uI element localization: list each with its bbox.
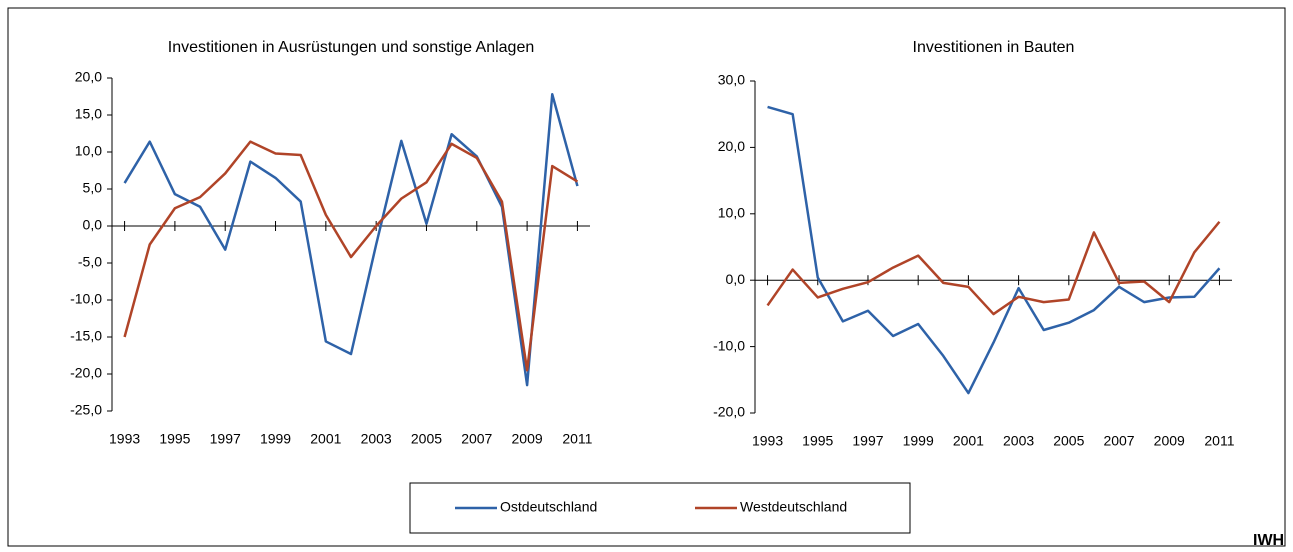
y-tick-label: 20,0 xyxy=(718,138,745,154)
y-tick-label: -25,0 xyxy=(70,402,102,418)
x-tick-label: 1995 xyxy=(159,431,190,447)
x-tick-label: 1997 xyxy=(852,433,883,449)
x-tick-label: 1993 xyxy=(752,433,783,449)
frame xyxy=(7,7,1286,547)
y-tick-label: 15,0 xyxy=(75,106,102,122)
legend-label: Westdeutschland xyxy=(740,499,847,515)
x-tick-label: 1999 xyxy=(903,433,934,449)
y-tick-label: 0,0 xyxy=(83,217,103,233)
x-tick-label: 2009 xyxy=(1154,433,1185,449)
y-tick-label: 20,0 xyxy=(75,69,102,85)
y-tick-label: -20,0 xyxy=(713,404,745,420)
x-tick-label: 2001 xyxy=(310,431,341,447)
x-tick-label: 2009 xyxy=(512,431,543,447)
y-tick-label: 0,0 xyxy=(726,271,746,287)
x-tick-label: 2005 xyxy=(411,431,442,447)
y-tick-label: -10,0 xyxy=(713,337,745,353)
series-line xyxy=(767,105,1221,395)
y-tick-label: -20,0 xyxy=(70,365,102,381)
x-tick-label: 2005 xyxy=(1053,433,1084,449)
x-tick-label: 2007 xyxy=(461,431,492,447)
series-line xyxy=(123,140,579,372)
y-tick-label: -10,0 xyxy=(70,291,102,307)
x-tick-label: 2001 xyxy=(953,433,984,449)
footer: IWH xyxy=(1253,532,1284,549)
y-tick-label: 5,0 xyxy=(83,180,103,196)
x-tick-label: 2007 xyxy=(1103,433,1134,449)
y-tick-label: -5,0 xyxy=(78,254,102,270)
x-tick-label: 1997 xyxy=(210,431,241,447)
x-tick-label: 2003 xyxy=(1003,433,1034,449)
legend-label: Ostdeutschland xyxy=(500,499,597,515)
x-tick-label: 1999 xyxy=(260,431,291,447)
x-tick-label: 2011 xyxy=(1204,433,1234,449)
y-tick-label: 10,0 xyxy=(718,205,745,221)
x-tick-label: 2003 xyxy=(361,431,392,447)
chart-title: Investitionen in Ausrüstungen und sonsti… xyxy=(168,39,535,56)
series-line xyxy=(766,220,1221,316)
y-tick-label: 10,0 xyxy=(75,143,102,159)
y-tick-label: -15,0 xyxy=(70,328,102,344)
chart-title: Investitionen in Bauten xyxy=(913,39,1075,56)
x-tick-label: 1993 xyxy=(109,431,140,447)
y-tick-label: 30,0 xyxy=(718,72,745,88)
x-tick-label: 2011 xyxy=(562,431,592,447)
x-tick-label: 1995 xyxy=(802,433,833,449)
